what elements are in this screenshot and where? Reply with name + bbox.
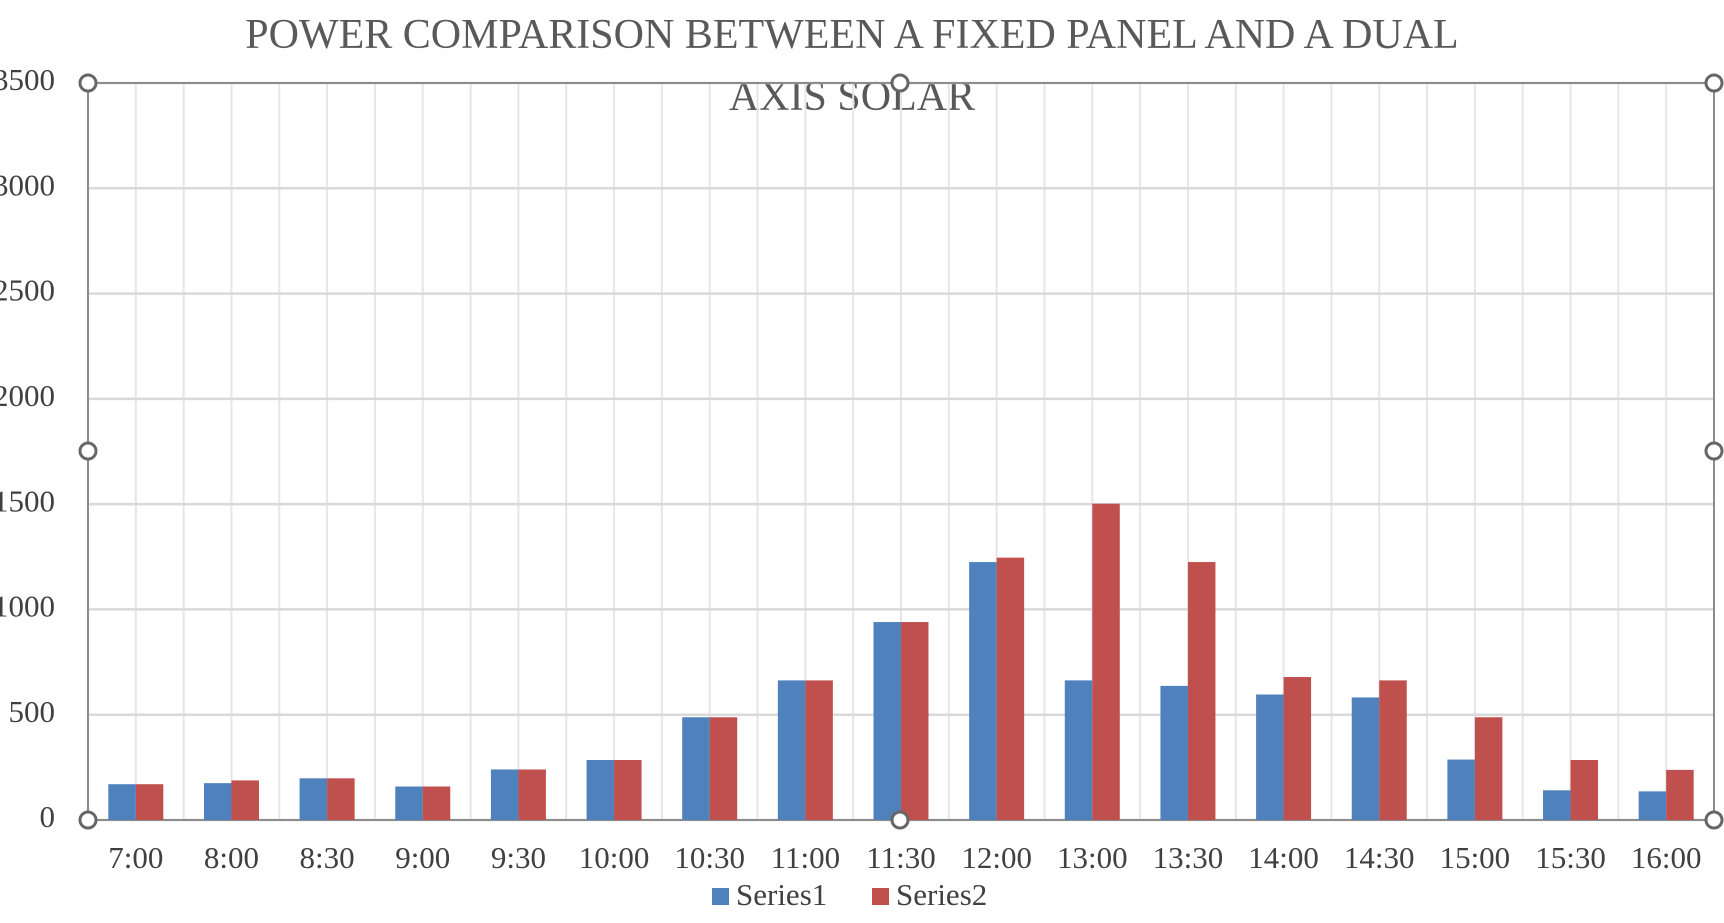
y-tick-label: 500 [9,694,56,729]
x-tick-label: 13:00 [1057,840,1128,875]
bar [422,786,451,820]
bar [586,759,615,820]
x-tick-label: 8:00 [204,840,259,875]
bar [231,780,259,820]
x-tick-label: 9:00 [395,840,450,875]
bar [490,769,519,820]
bar [709,717,738,820]
y-tick-label: 3500 [0,62,55,97]
bar [873,622,901,820]
bar [518,769,546,820]
bar [1160,685,1188,820]
bar [203,783,232,820]
x-tick-label: 9:30 [491,840,546,875]
legend-swatch [712,888,729,905]
bar [901,622,929,820]
bar [1092,503,1120,820]
bar [1570,759,1599,820]
bar [1351,697,1380,820]
x-tick-label: 10:00 [579,840,650,875]
y-tick-label: 2000 [0,378,55,413]
x-tick-label: 11:00 [771,840,840,875]
x-tick-label: 15:00 [1440,840,1511,875]
x-tick-label: 11:30 [866,840,935,875]
x-tick-label: 14:30 [1344,840,1415,875]
x-tick-label: 13:30 [1153,840,1224,875]
y-tick-label: 1000 [0,589,55,624]
y-tick-label: 3000 [0,167,55,202]
bar [614,759,642,820]
y-tick-label: 0 [40,799,56,834]
bar [327,778,355,820]
bar [1666,769,1694,820]
bar [108,784,136,820]
x-tick-label: 8:30 [300,840,355,875]
x-tick-label: 14:00 [1248,840,1319,875]
x-tick-label: 10:30 [674,840,745,875]
x-tick-label: 7:00 [108,840,163,875]
bar [1543,790,1571,820]
x-tick-label: 12:00 [961,840,1032,875]
chart-title: POWER COMPARISON BETWEEN A FIXED PANEL A… [245,12,1459,120]
bar [395,786,423,820]
bar [682,717,710,820]
y-tick-label: 2500 [0,273,55,308]
bar [1187,562,1216,820]
bar [996,557,1025,820]
bar [1379,680,1407,820]
bar [135,784,164,820]
selection-handles [78,73,1724,830]
bar [1064,680,1093,820]
bar [969,562,997,820]
bar [1474,717,1503,820]
bar [1283,677,1312,820]
bar [299,778,328,820]
legend-label: Series2 [896,877,987,912]
bar [805,680,833,820]
legend-swatch [872,888,889,905]
y-tick-label: 1500 [0,483,55,518]
x-tick-label: 15:30 [1535,840,1606,875]
bar [777,680,806,820]
x-tick-label: 16:00 [1631,840,1702,875]
bar [1256,694,1284,820]
bar [1638,791,1667,820]
bar [1447,759,1475,820]
legend-label: Series1 [736,877,827,912]
